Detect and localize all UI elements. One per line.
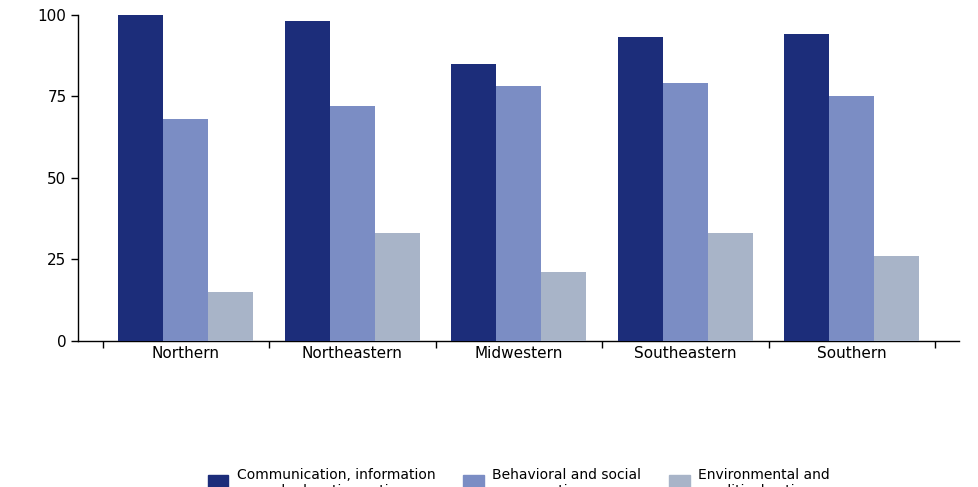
Bar — [496, 86, 541, 341]
Bar — [330, 106, 375, 341]
Bar — [118, 15, 163, 341]
Bar — [208, 292, 253, 341]
Bar — [707, 233, 752, 341]
Bar — [285, 21, 330, 341]
Bar — [541, 272, 586, 341]
Bar — [163, 119, 208, 341]
Bar — [783, 34, 828, 341]
Bar — [451, 63, 496, 341]
Bar — [662, 83, 707, 341]
Bar — [873, 256, 918, 341]
Bar — [617, 37, 662, 341]
Legend: Communication, information
and education actions, Behavioral and social
actions,: Communication, information and education… — [201, 462, 835, 487]
Bar — [375, 233, 420, 341]
Bar — [828, 96, 873, 341]
